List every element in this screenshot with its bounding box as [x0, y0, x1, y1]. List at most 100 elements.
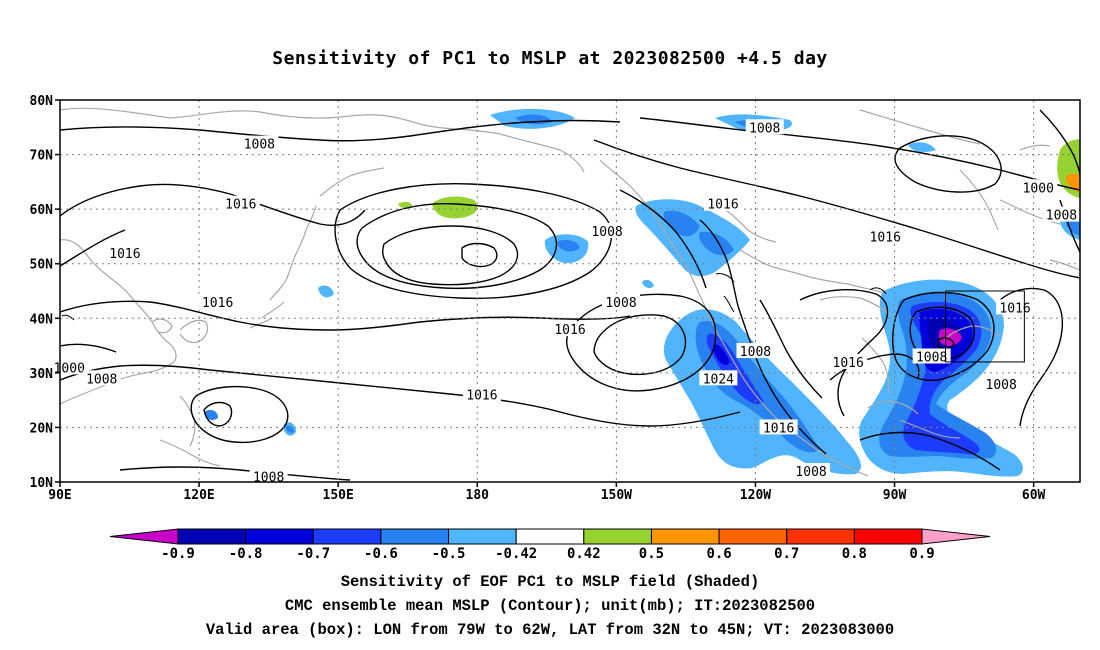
- caption-line-1: Sensitivity of EOF PC1 to MSLP field (Sh…: [340, 573, 760, 591]
- svg-text:1008: 1008: [605, 296, 636, 311]
- contour-label: 1008: [736, 343, 775, 360]
- colorbar-segment: [177, 528, 247, 545]
- lat-tick-label: 20N: [30, 421, 54, 436]
- colorbar-label: -0.5: [432, 546, 466, 562]
- contour-label: 1008: [249, 468, 288, 486]
- svg-text:1016: 1016: [554, 323, 585, 338]
- colorbar-label: 0.9: [909, 546, 934, 562]
- svg-text:1016: 1016: [109, 247, 140, 262]
- continent-outlines: [61, 273, 887, 321]
- longitude-labels: 90E 120E 150E 180 150W 120W 90W 60W: [48, 482, 1046, 503]
- colorbar-label: -0.42: [495, 546, 537, 562]
- contour-label: 1016: [221, 195, 260, 213]
- svg-text:1008: 1008: [916, 350, 947, 365]
- colorbar-segment: [853, 528, 923, 545]
- svg-text:1016: 1016: [833, 356, 864, 371]
- contour-label: 1008: [912, 348, 951, 365]
- colorbar-segment: [515, 528, 585, 545]
- svg-text:1008: 1008: [86, 372, 117, 387]
- colorbar-label: 0.7: [774, 546, 799, 562]
- latitude-labels: 80N 70N 60N 50N 40N 30N 20N 10N: [30, 94, 60, 491]
- contour-label: 1016: [866, 228, 905, 245]
- svg-text:1016: 1016: [225, 198, 256, 213]
- svg-text:1024: 1024: [703, 372, 734, 387]
- caption-line-2: CMC ensemble mean MSLP (Contour); unit(m…: [284, 597, 816, 615]
- contour-label: 1008: [82, 370, 121, 387]
- lon-tick-label: 180: [466, 488, 490, 503]
- colorbar-label: -0.6: [364, 546, 398, 562]
- colorbar-segment: [718, 528, 788, 545]
- lat-tick-label: 30N: [30, 367, 54, 382]
- colorbar-label: -0.8: [229, 546, 263, 562]
- contour-label: 1016: [105, 244, 144, 262]
- contour-label: 1016: [759, 419, 798, 436]
- lon-tick-label: 90W: [883, 488, 907, 503]
- svg-text:1016: 1016: [202, 296, 233, 311]
- contour-label: 1024: [699, 370, 738, 387]
- contour-label: 1008: [602, 293, 640, 311]
- colorbar-label: 0.42: [567, 546, 601, 562]
- contour-labels: 1008100810001008101610161008101610161016…: [50, 119, 1081, 486]
- colorbar-segment: [448, 528, 517, 545]
- lon-tick-label: 150E: [323, 488, 354, 503]
- lon-tick-label: 120E: [183, 488, 214, 503]
- lon-tick-label: 150W: [601, 488, 632, 503]
- lon-tick-label: 90E: [48, 488, 71, 503]
- svg-text:1000: 1000: [1023, 181, 1054, 196]
- lat-tick-label: 70N: [30, 149, 54, 164]
- coastlines: [60, 107, 1080, 477]
- lat-tick-label: 80N: [30, 94, 54, 109]
- lat-tick-label: 60N: [30, 203, 54, 218]
- lat-tick-label: 40N: [30, 312, 54, 327]
- lon-tick-label: 120W: [740, 488, 771, 503]
- svg-text:1008: 1008: [591, 225, 622, 240]
- colorbar-label: 0.6: [706, 546, 731, 562]
- valid-area-box: [945, 290, 1025, 363]
- colorbar-left-arrow: [109, 528, 179, 545]
- contour-label: 1016: [704, 195, 742, 213]
- contour-label: 1016: [996, 299, 1035, 316]
- colorbar-label: -0.9: [161, 546, 195, 562]
- map-title: Sensitivity of PC1 to MSLP at 2023082500…: [272, 48, 828, 69]
- svg-text:1016: 1016: [999, 301, 1030, 316]
- colorbar-segment: [380, 528, 450, 545]
- svg-text:1008: 1008: [1046, 209, 1077, 224]
- colorbar-label: 0.8: [842, 546, 867, 562]
- svg-text:1016: 1016: [870, 230, 901, 245]
- contour-label: 1016: [551, 321, 589, 338]
- lon-tick-label: 60W: [1022, 488, 1046, 503]
- colorbar-label: 0.5: [639, 546, 664, 562]
- caption-line-3: Valid area (box): LON from 79W to 62W, L…: [205, 621, 895, 639]
- colorbar: -0.9 -0.8 -0.7 -0.6 -0.5 -0.42 0.42 0.5 0.6 0.7 0.…: [109, 528, 991, 562]
- contour-label: 1016: [829, 353, 868, 371]
- contour-label: 1000: [50, 359, 89, 376]
- svg-text:1016: 1016: [466, 389, 497, 404]
- svg-text:1008: 1008: [986, 378, 1017, 393]
- contour-label: 1008: [792, 463, 831, 480]
- contour-label: 1008: [240, 135, 279, 153]
- contour-label: 1008: [588, 222, 627, 240]
- colorbar-right-arrow: [921, 528, 991, 545]
- svg-text:1008: 1008: [244, 138, 275, 153]
- colorbar-segment: [583, 528, 652, 545]
- mslp-contours: [60, 109, 1080, 481]
- contour-label: 1000: [1019, 179, 1058, 196]
- contour-label: 1008: [982, 375, 1021, 393]
- contour-label: 1008: [1042, 206, 1081, 224]
- lat-tick-label: 10N: [30, 476, 54, 491]
- svg-text:1008: 1008: [749, 121, 780, 136]
- colorbar-label: -0.7: [296, 546, 330, 562]
- lat-tick-label: 50N: [30, 258, 54, 273]
- map-frame: [59, 99, 1081, 483]
- svg-text:1000: 1000: [54, 361, 85, 376]
- sensitivity-shading-positive: [398, 139, 1080, 219]
- svg-text:1008: 1008: [740, 345, 771, 360]
- colorbar-segment: [245, 528, 314, 545]
- contour-label: 1016: [462, 386, 501, 404]
- svg-text:1008: 1008: [253, 471, 284, 486]
- svg-text:1016: 1016: [707, 198, 738, 213]
- colorbar-segment: [786, 528, 855, 545]
- svg-text:1008: 1008: [795, 465, 826, 480]
- contour-label: 1016: [198, 293, 237, 311]
